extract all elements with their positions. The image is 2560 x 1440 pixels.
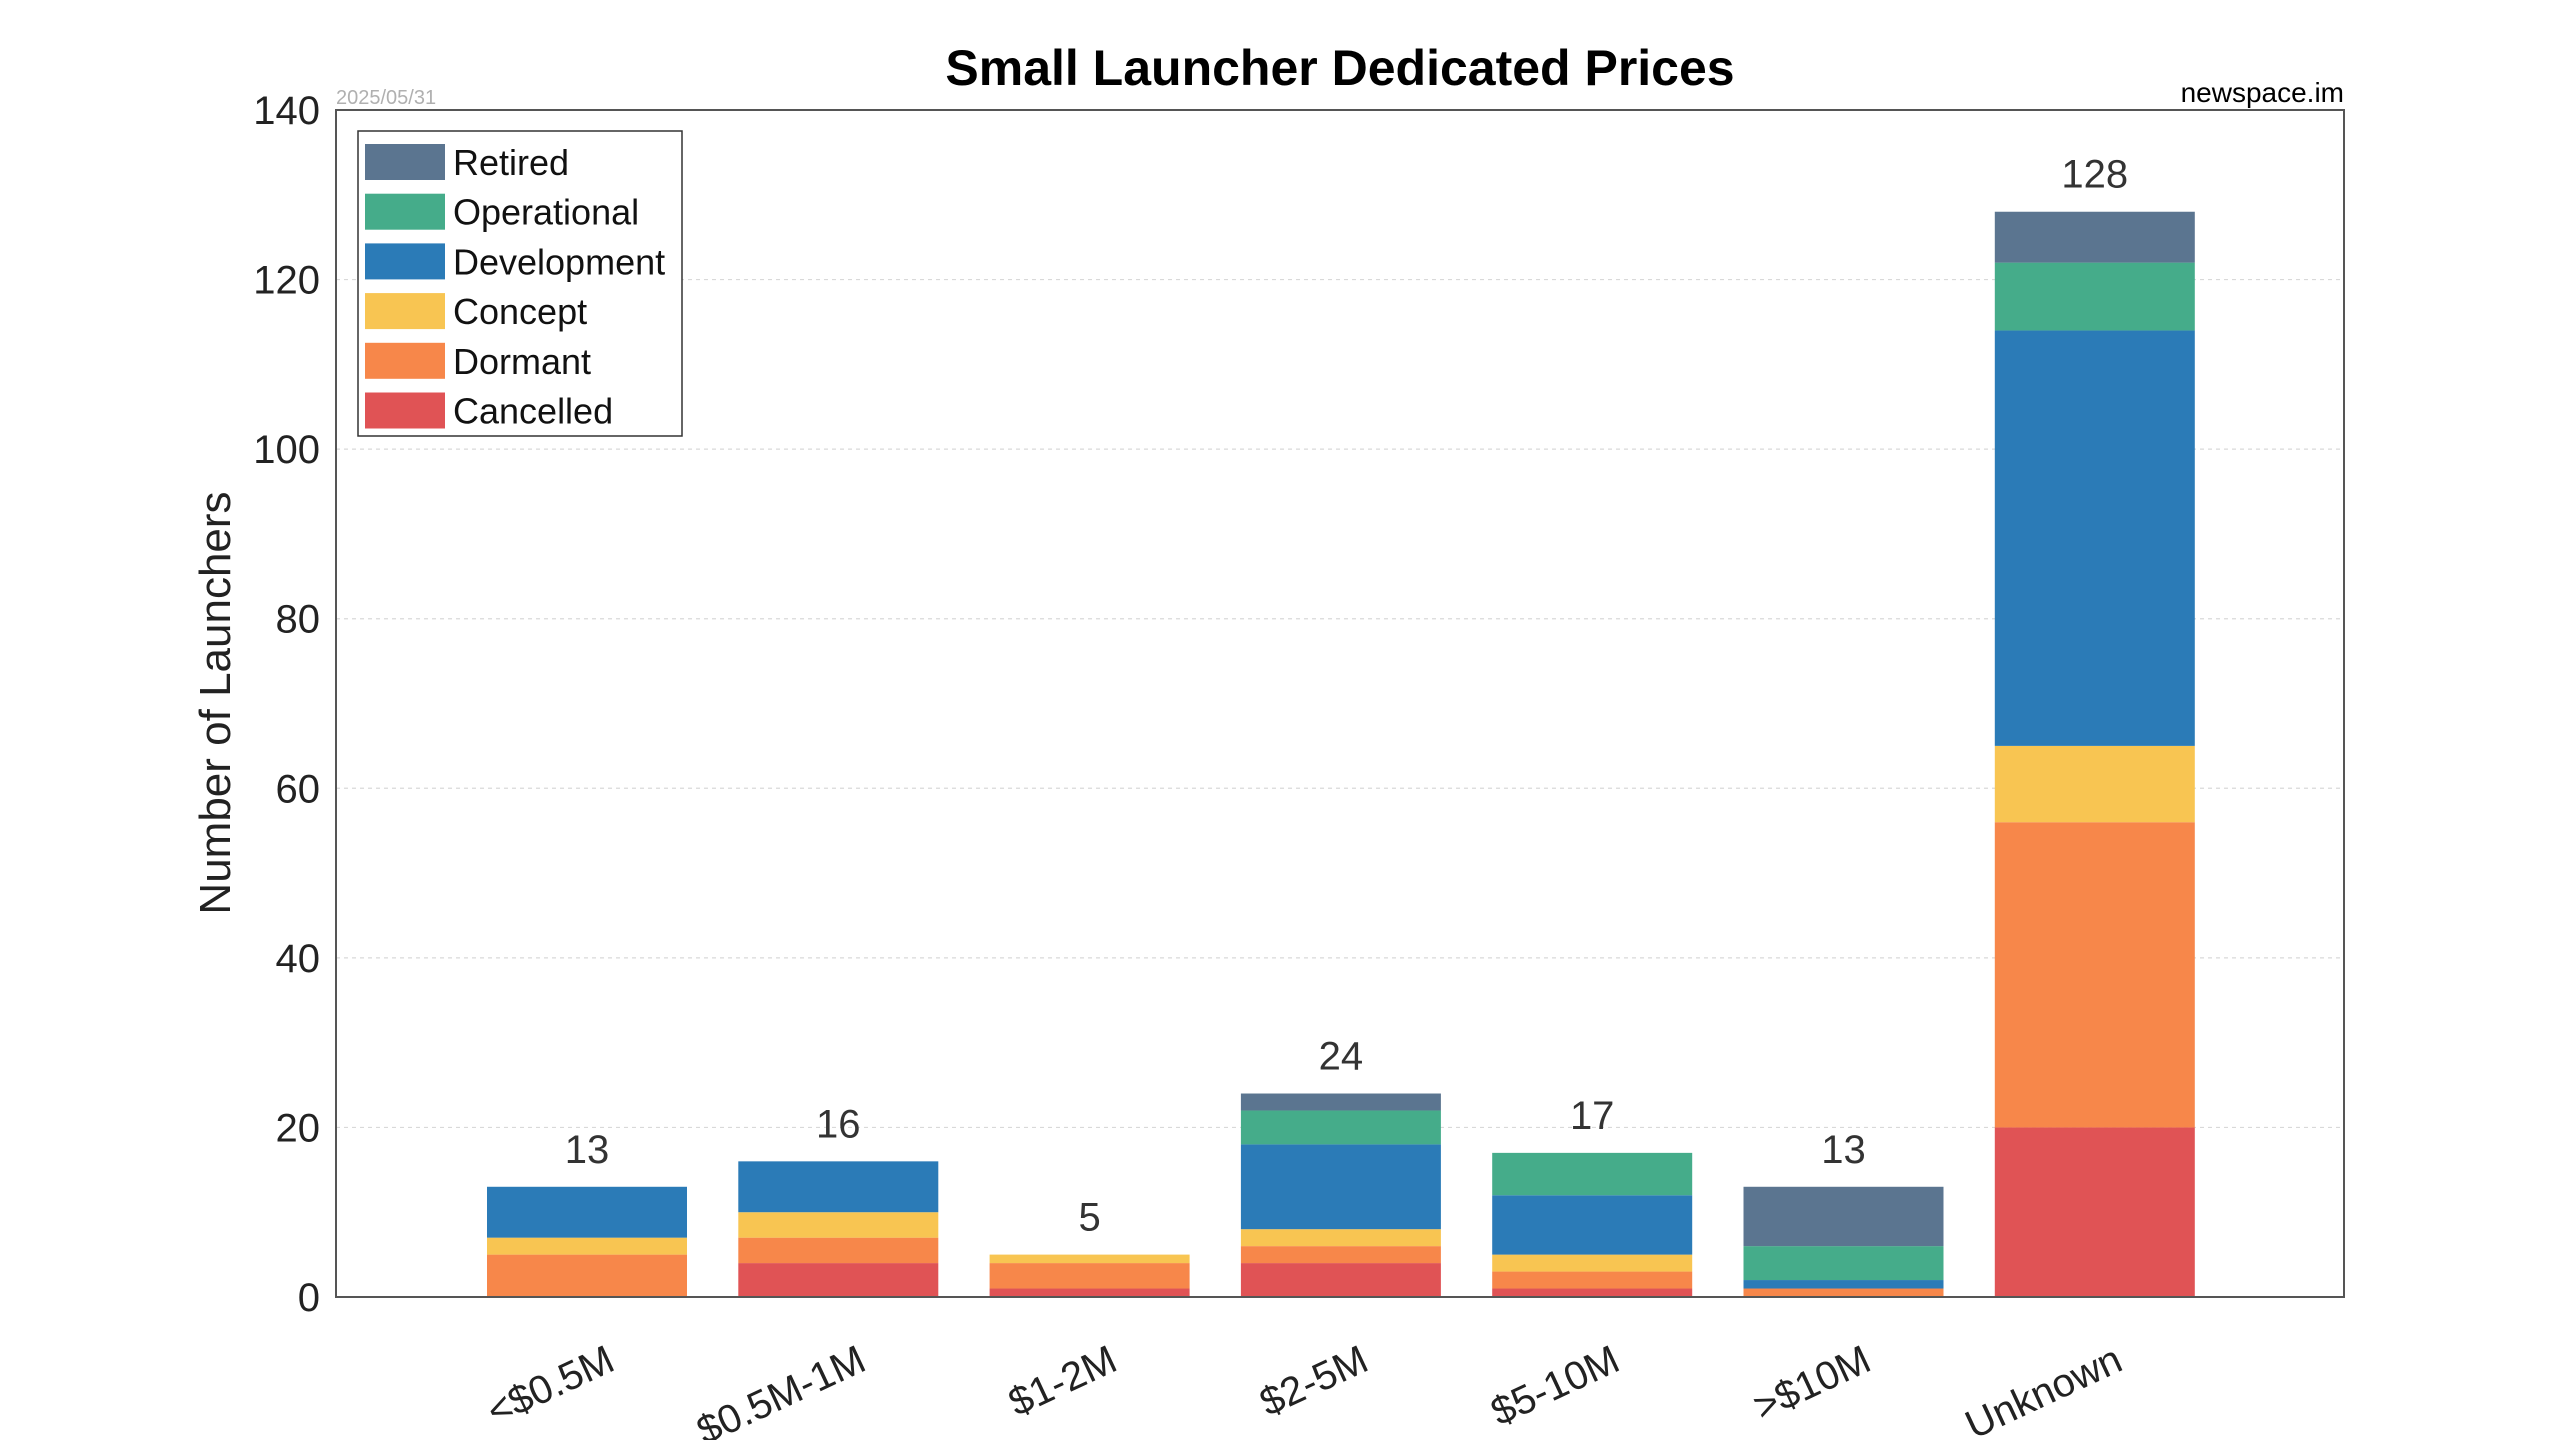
bar-development-4 (1492, 1195, 1693, 1255)
bar-development-3 (1240, 1144, 1441, 1230)
x-tick-label: $1-2M (1002, 1337, 1123, 1425)
legend-swatch-concept (365, 293, 445, 330)
bar-dormant-4 (1492, 1271, 1693, 1289)
bar-dormant-3 (1240, 1246, 1441, 1264)
legend-label-operational: Operational (453, 192, 639, 233)
x-tick-label: <$0.5M (480, 1337, 621, 1434)
bar-concept-1 (738, 1212, 939, 1238)
bar-development-0 (487, 1186, 687, 1238)
legend-label-cancelled: Cancelled (453, 391, 613, 432)
bar-dormant-2 (989, 1263, 1190, 1289)
bar-operational-3 (1240, 1110, 1441, 1145)
chart-title: Small Launcher Dedicated Prices (945, 40, 1734, 96)
total-label: 128 (2061, 153, 2128, 197)
x-axis-ticks: <$0.5M $0.5M-1M $1-2M $2-5M $5-10M >$10M Unkno… (480, 1337, 2128, 1440)
total-label: 13 (565, 1128, 610, 1172)
plot-frame (335, 109, 2345, 1298)
legend-swatch-retired (365, 144, 445, 180)
total-labels: 13 16 5 24 17 13 128 (565, 153, 2128, 1240)
bar-cancelled-1 (738, 1263, 939, 1297)
total-label: 5 (1078, 1196, 1100, 1240)
bar-concept-2 (989, 1254, 1190, 1264)
bar-development-1 (738, 1161, 939, 1213)
bar-dormant-0 (487, 1254, 687, 1297)
x-tick-label: >$10M (1747, 1337, 1877, 1429)
legend: Retired Operational Development Concept Dorm… (357, 130, 683, 437)
bar-retired-6 (1994, 211, 2195, 263)
bar-concept-0 (487, 1237, 687, 1255)
legend-frame (357, 130, 683, 437)
y-tick-label: 120 (253, 259, 320, 303)
y-tick-label: 0 (298, 1276, 320, 1320)
y-tick-label: 140 (253, 89, 320, 133)
bar-development-5 (1743, 1280, 1944, 1289)
legend-label-development: Development (453, 241, 665, 282)
bar-dormant-6 (1994, 822, 2195, 1128)
y-tick-label: 40 (276, 937, 321, 981)
bar-cancelled-3 (1240, 1263, 1441, 1297)
legend-swatch-operational (365, 193, 445, 230)
bar-concept-6 (1994, 745, 2195, 823)
legend-label-dormant: Dormant (453, 341, 591, 382)
x-tick-label: Unknown (1959, 1337, 2129, 1440)
x-tick-label: $5-10M (1484, 1337, 1626, 1434)
y-tick-label: 80 (276, 598, 321, 642)
y-tick-label: 100 (253, 428, 320, 472)
bar-retired-3 (1240, 1093, 1441, 1111)
y-tick-label: 60 (276, 767, 321, 811)
bars (487, 211, 2195, 1297)
bar-cancelled-2 (989, 1288, 1190, 1297)
chart-source: newspace.im (2181, 77, 2344, 108)
total-label: 13 (1821, 1128, 1866, 1172)
x-tick-label: $0.5M-1M (690, 1337, 872, 1440)
chart-date: 2025/05/31 (336, 87, 436, 109)
bar-cancelled-4 (1492, 1288, 1693, 1297)
bar-dormant-1 (738, 1237, 939, 1264)
total-label: 17 (1570, 1094, 1615, 1138)
bar-dormant-5 (1743, 1288, 1944, 1297)
bar-concept-4 (1492, 1254, 1693, 1272)
bar-development-6 (1994, 330, 2195, 746)
legend-swatch-development (365, 243, 445, 280)
y-tick-label: 20 (276, 1106, 321, 1150)
bar-retired-5 (1743, 1186, 1944, 1247)
total-label: 24 (1319, 1035, 1364, 1079)
bar-cancelled-6 (1994, 1127, 2195, 1297)
x-tick-label: $2-5M (1253, 1337, 1374, 1425)
legend-label-concept: Concept (453, 291, 587, 332)
legend-label-retired: Retired (453, 142, 569, 183)
legend-swatch-dormant (365, 342, 445, 379)
total-label: 16 (816, 1102, 861, 1146)
bar-operational-5 (1743, 1246, 1944, 1281)
y-axis-ticks: 0 20 40 60 80 100 120 140 (253, 89, 320, 1320)
y-axis-label: Number of Launchers (191, 491, 240, 914)
bar-concept-3 (1240, 1229, 1441, 1247)
legend-swatch-cancelled (365, 392, 445, 429)
bar-operational-6 (1994, 262, 2195, 331)
bar-operational-4 (1492, 1152, 1693, 1196)
